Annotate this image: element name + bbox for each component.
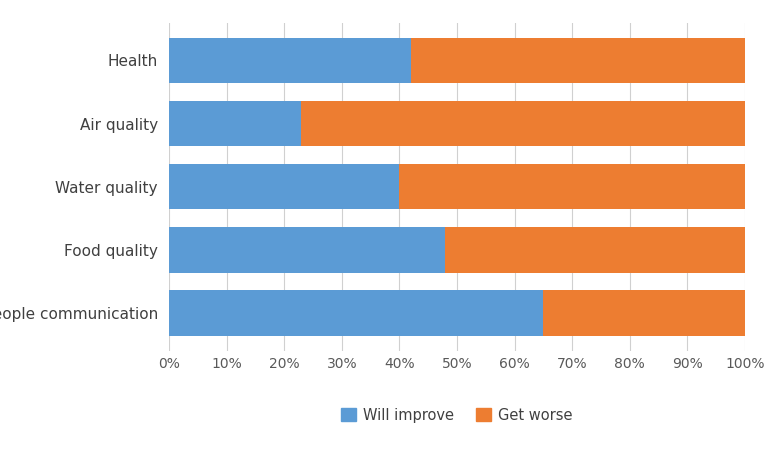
Bar (399, 164, 745, 210)
Bar (169, 164, 399, 210)
Bar (169, 227, 445, 273)
Bar (411, 38, 745, 83)
Bar (169, 101, 301, 146)
Bar (169, 290, 544, 336)
Bar (544, 290, 745, 336)
Bar (445, 227, 745, 273)
Bar (301, 101, 745, 146)
Legend: Will improve, Get worse: Will improve, Get worse (342, 408, 572, 423)
Bar (169, 38, 411, 83)
